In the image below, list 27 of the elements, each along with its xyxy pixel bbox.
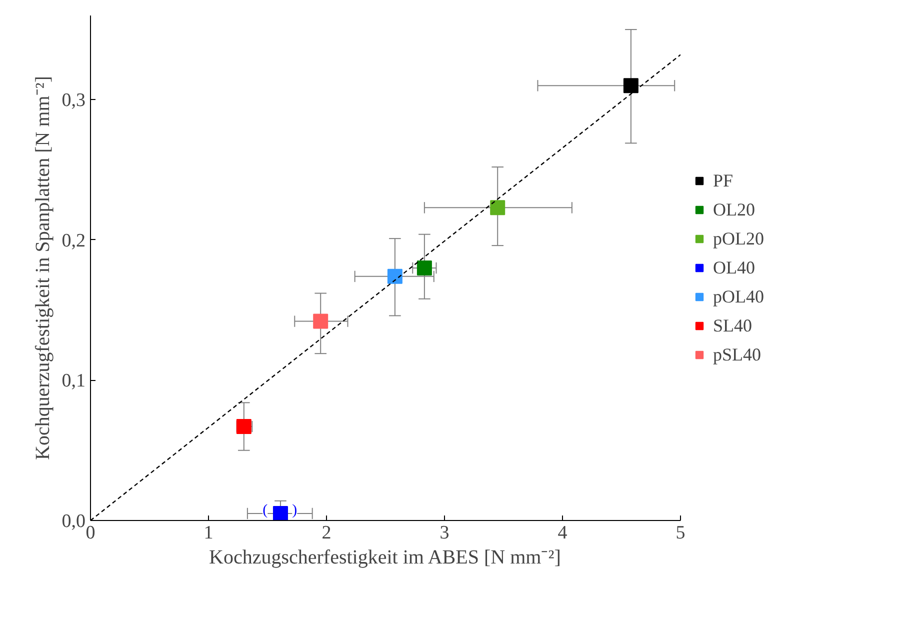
x-axis-title: Kochzugscherfestigkeit im ABES [N mm⁻²] (209, 546, 561, 568)
point (416, 260, 432, 276)
y-tick-label: 0,2 (62, 230, 86, 252)
legend-label: pOL20 (713, 228, 764, 249)
x-tick-label: 0 (86, 522, 96, 544)
y-tick-label: 0,3 (62, 90, 86, 112)
annotation: ( (262, 502, 268, 518)
point (313, 314, 328, 329)
y-tick-label: 0,1 (62, 370, 86, 392)
annotation: ) (292, 502, 298, 518)
x-tick-label: 4 (558, 522, 568, 544)
point (272, 506, 288, 520)
legend-label: OL40 (713, 257, 755, 278)
point (623, 78, 638, 94)
x-tick-label: 5 (676, 522, 686, 544)
x-tick-label: 2 (322, 522, 332, 544)
legend-label: OL20 (713, 199, 755, 220)
point (490, 200, 506, 216)
y-axis-title: Kochquerzugfestigkeit in Spanplatten [N mm⁻²] (32, 76, 54, 460)
legend-label: pSL40 (713, 344, 762, 365)
legend-label: SL40 (713, 315, 752, 336)
legend-label: PF (713, 170, 734, 191)
y-tick-label: 0,0 (62, 511, 86, 532)
legend-label: pOL40 (713, 286, 764, 307)
x-tick-label: 3 (440, 522, 450, 544)
x-tick-label: 1 (204, 522, 214, 544)
point (387, 268, 402, 284)
